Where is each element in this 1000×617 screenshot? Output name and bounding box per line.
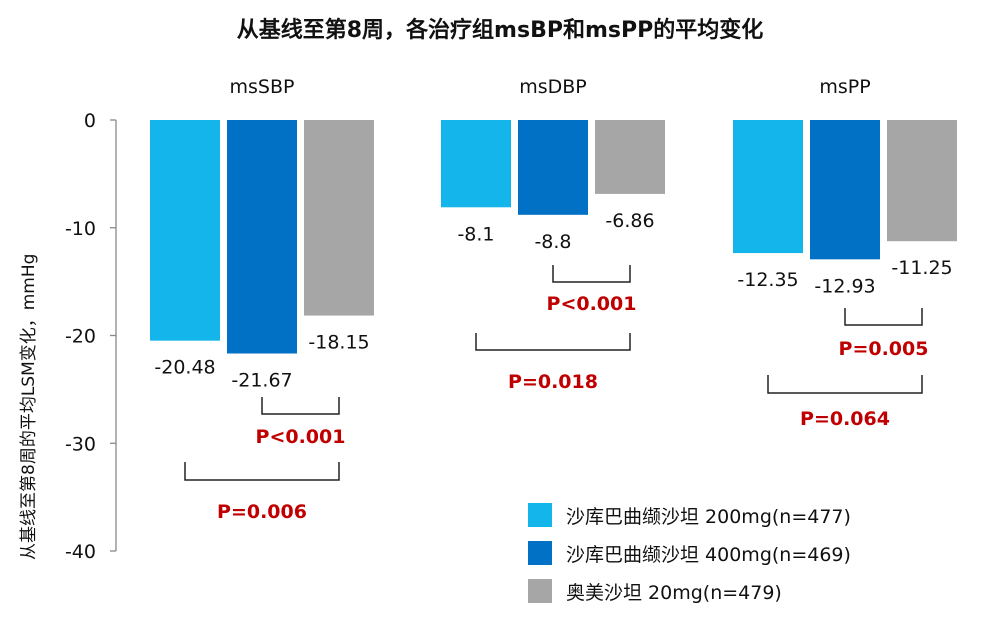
y-tick-label: -20 [65,326,96,348]
y-tick-label: -30 [65,433,96,455]
legend-item-olmesartan: 奥美沙坦 20mg(n=479) [528,572,851,610]
legend-label-200mg: 沙库巴曲缬沙坦 200mg(n=477) [566,505,851,528]
bar [227,120,297,354]
legend-item-400mg: 沙库巴曲缬沙坦 400mg(n=469) [528,534,851,572]
chart-title: 从基线至第8周，各治疗组msBP和msPP的平均变化 [236,18,764,43]
bar [733,120,803,254]
data-label: -18.15 [308,332,369,354]
legend-label-olmesartan: 奥美沙坦 20mg(n=479) [566,581,782,604]
data-label: -6.86 [605,210,654,232]
category-label: msSBP [230,76,295,98]
p-value-label: P=0.006 [217,501,307,523]
significance-bracket [552,265,631,283]
data-label: -11.25 [891,257,952,279]
category-label: msDBP [519,76,587,98]
data-label: -21.67 [231,369,292,391]
legend-swatch-olmesartan [528,579,552,603]
y-tick-label: -10 [65,218,96,240]
legend: 沙库巴曲缬沙坦 200mg(n=477) 沙库巴曲缬沙坦 400mg(n=469… [528,496,851,610]
y-tick-label: -40 [65,541,96,563]
data-label: -8.1 [457,223,494,245]
legend-item-200mg: 沙库巴曲缬沙坦 200mg(n=477) [528,496,851,534]
category-label: msPP [819,76,870,98]
significance-bracket [475,333,631,351]
data-label: -12.93 [814,275,875,297]
p-value-label: P<0.001 [256,426,346,448]
significance-bracket [184,462,340,481]
data-label: -20.48 [154,357,215,379]
bar [595,120,665,194]
legend-swatch-200mg [528,503,552,527]
bar [150,120,220,341]
data-label: -8.8 [534,231,571,253]
significance-bracket [844,308,923,326]
bar [304,120,374,316]
p-value-label: P=0.018 [508,371,598,393]
significance-bracket [261,397,340,415]
y-tick-label: 0 [84,110,96,132]
bar [518,120,588,215]
p-value-label: P=0.005 [839,338,929,360]
bar [441,120,511,208]
p-value-label: P=0.064 [800,408,890,430]
legend-swatch-400mg [528,541,552,565]
significance-bracket [767,375,923,394]
bar [810,120,880,260]
legend-label-400mg: 沙库巴曲缬沙坦 400mg(n=469) [566,543,851,566]
data-label: -12.35 [737,269,798,291]
bar [887,120,957,242]
p-value-label: P<0.001 [547,293,637,315]
